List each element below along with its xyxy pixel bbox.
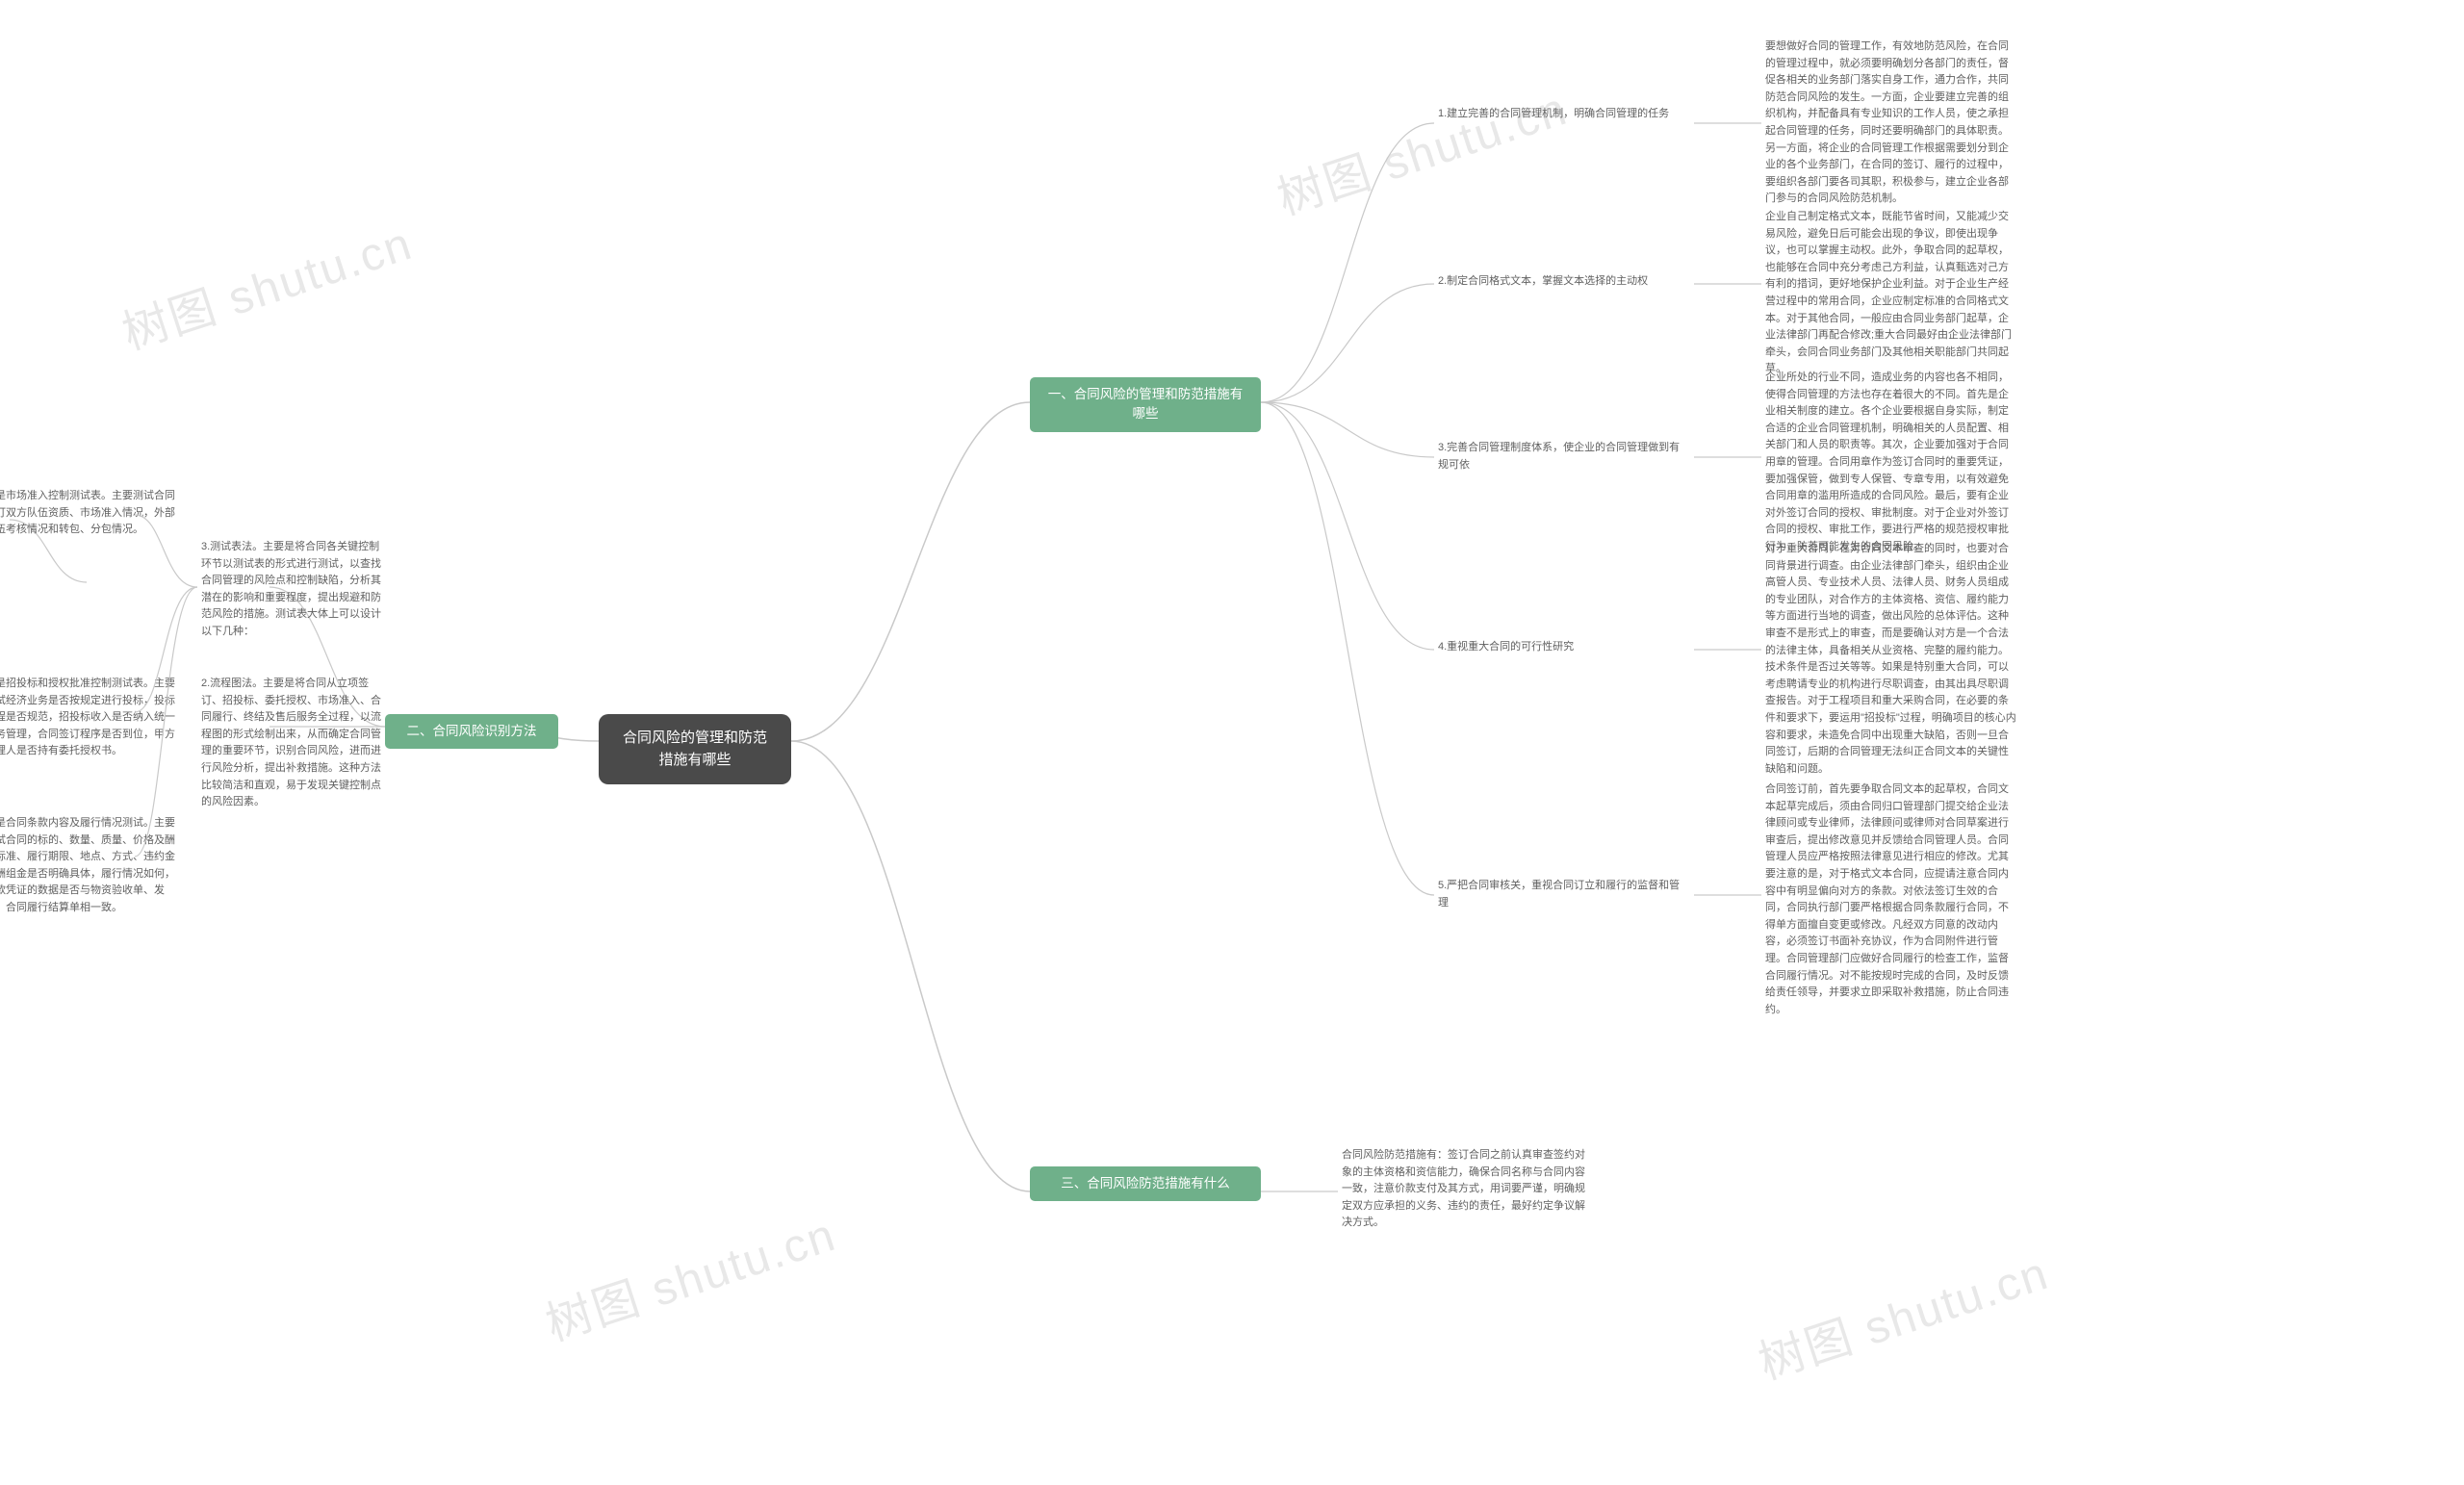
branch-1[interactable]: 一、合同风险的管理和防范措施有哪些 [1030, 377, 1261, 432]
branch-2[interactable]: 二、合同风险识别方法 [385, 714, 558, 749]
b2-item-test[interactable]: 3.测试表法。主要是将合同各关键控制环节以测试表的形式进行测试，以查找合同管理的… [197, 537, 385, 643]
watermark: 树图 shutu.cn [1749, 1235, 2056, 1392]
b1-item1-label[interactable]: 1.建立完善的合同管理机制，明确合同管理的任务 [1434, 104, 1684, 125]
b1-item1-body: 要想做好合同的管理工作，有效地防范风险，在合同的管理过程中，就必须要明确划分各部… [1761, 37, 2021, 210]
branch-3[interactable]: 三、合同风险防范措施有什么 [1030, 1166, 1261, 1201]
watermark: 树图 shutu.cn [536, 1196, 843, 1353]
b1-item2-label[interactable]: 2.制定合同格式文本，掌握文本选择的主动权 [1434, 271, 1684, 293]
b1-item5-label[interactable]: 5.严把合同审核关，重视合同订立和履行的监督和管理 [1434, 876, 1684, 913]
b3-body: 合同风险防范措施有：签订合同之前认真审查签约对象的主体资格和资信能力，确保合同名… [1338, 1145, 1598, 1234]
b1-item3-body: 企业所处的行业不同，造成业务的内容也各不相同，使得合同管理的方法也存在着很大的不… [1761, 368, 2021, 558]
b1-item4-body: 对于重大合同，在对合同文本审查的同时，也要对合同背景进行调查。由企业法律部门牵头… [1761, 539, 2021, 780]
b1-item3-label[interactable]: 3.完善合同管理制度体系，使企业的合同管理做到有规可依 [1434, 438, 1684, 475]
b1-item2-body: 企业自己制定格式文本，既能节省时间，又能减少交易风险，避免日后可能会出现的争议，… [1761, 207, 2021, 380]
b2-sub-3: 三是合同条款内容及履行情况测试。主要测试合同的标的、数量、质量、价格及酬金标准、… [0, 813, 188, 919]
b1-item4-label[interactable]: 4.重视重大合同的可行性研究 [1434, 637, 1684, 658]
b2-item-flow[interactable]: 2.流程图法。主要是将合同从立项签订、招投标、委托授权、市场准入、合同履行、终结… [197, 674, 385, 813]
watermark: 树图 shutu.cn [1268, 70, 1575, 227]
watermark: 树图 shutu.cn [113, 205, 420, 362]
b2-sub-2: 二是招投标和授权批准控制测试表。主要测试经济业务是否按规定进行投标，投标过程是否… [0, 674, 188, 762]
b2-sub-1: 一是市场准入控制测试表。主要测试合同签订双方队伍资质、市场准入情况，外部队伍考核… [0, 486, 188, 541]
b1-item5-body: 合同签订前，首先要争取合同文本的起草权，合同文本起草完成后，须由合同归口管理部门… [1761, 780, 2021, 1020]
root-node[interactable]: 合同风险的管理和防范措施有哪些 [599, 714, 791, 784]
